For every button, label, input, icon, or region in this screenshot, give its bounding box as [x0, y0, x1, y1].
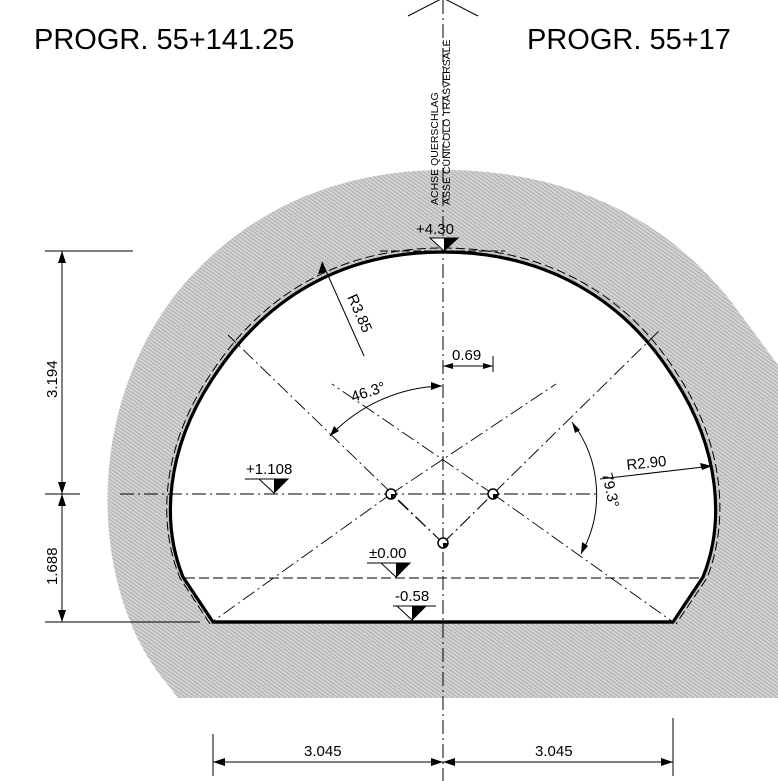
axis-label-line2: ASSE CUNICOLO TRASVERSALE — [441, 39, 453, 205]
side-angle-label: 79.3° — [598, 471, 622, 509]
crown-radius-leader — [321, 261, 365, 357]
level-springline-label: +1.108 — [246, 461, 292, 478]
side-radius-leader — [599, 465, 713, 480]
title-left: PROGR. 55+141.25 — [34, 24, 295, 56]
level-marker-springline — [245, 478, 290, 494]
axis-label-line1: ACHSE QUERSCHLAG — [429, 92, 441, 205]
crown-angle-arc — [329, 385, 443, 437]
left-vertical-dimension — [45, 250, 200, 623]
title-right: PROGR. 55+17 — [527, 24, 731, 56]
level-zero-label: ±0.00 — [369, 545, 406, 562]
half-width-right-label: 3.045 — [535, 743, 573, 760]
side-radius-label: R2.90 — [626, 453, 668, 474]
center-points — [385, 488, 499, 549]
level-crown-label: +4.30 — [416, 221, 454, 238]
level-marker-zero — [367, 562, 412, 578]
level-marker-crown — [428, 237, 460, 252]
side-angle-arc — [571, 421, 598, 555]
level-marker-invert — [393, 605, 436, 621]
upper-height-label: 3.194 — [44, 360, 61, 398]
lower-height-label: 1.688 — [44, 547, 61, 585]
half-width-left-label: 3.045 — [304, 743, 342, 760]
level-invert-label: -0.58 — [395, 588, 429, 605]
offset-label: 0.69 — [452, 347, 481, 364]
construction-lines — [211, 329, 674, 623]
axis-arrow-icon — [407, 0, 479, 17]
